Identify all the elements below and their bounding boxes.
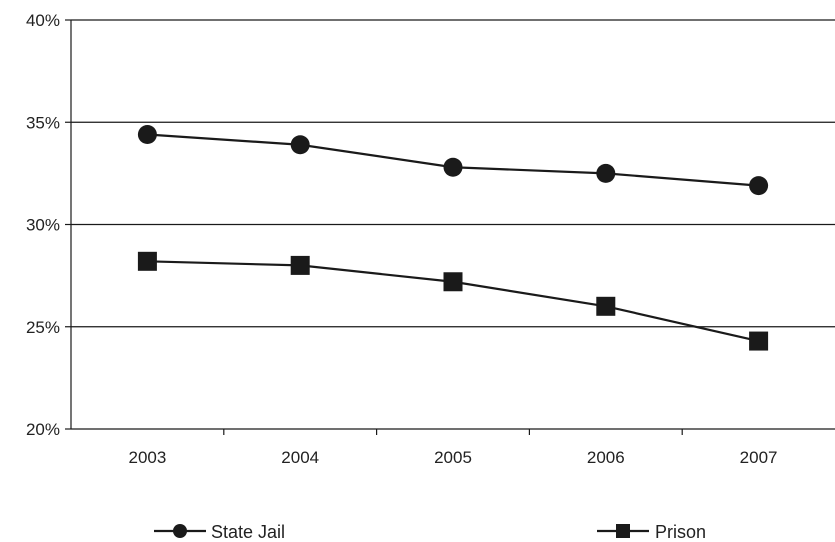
x-tick-label: 2005 [434, 448, 472, 467]
data-point-prison [596, 296, 616, 316]
legend-item-state-jail: State Jail [154, 522, 285, 542]
legend-square-marker-icon [616, 524, 630, 538]
legend: State Jail Prison [154, 522, 706, 542]
data-point-prison [749, 331, 769, 351]
x-tick-label: 2007 [740, 448, 778, 467]
legend-label: State Jail [211, 522, 285, 542]
x-axis-tick-labels: 2003 2004 2005 2006 2007 [128, 448, 777, 467]
x-tick-label: 2006 [587, 448, 625, 467]
y-tick-label: 40% [26, 11, 60, 30]
legend-label: Prison [655, 522, 706, 542]
data-point-state-jail [596, 163, 616, 183]
data-point-state-jail [443, 157, 463, 177]
data-point-state-jail [137, 125, 157, 145]
gridlines [71, 19, 835, 328]
y-axis-tick-labels: 20% 25% 30% 35% 40% [26, 11, 60, 439]
data-point-prison [137, 251, 157, 271]
x-tick-label: 2003 [128, 448, 166, 467]
axes [65, 19, 835, 435]
legend-circle-marker-icon [173, 524, 187, 538]
data-point-state-jail [749, 176, 769, 196]
data-point-state-jail [290, 135, 310, 155]
data-point-prison [443, 272, 463, 292]
data-point-prison [290, 255, 310, 275]
y-tick-label: 30% [26, 216, 60, 235]
y-tick-label: 25% [26, 318, 60, 337]
y-tick-label: 35% [26, 113, 60, 132]
x-tick-label: 2004 [281, 448, 319, 467]
series-markers [137, 125, 769, 351]
y-tick-label: 20% [26, 420, 60, 439]
legend-item-prison: Prison [597, 522, 706, 542]
